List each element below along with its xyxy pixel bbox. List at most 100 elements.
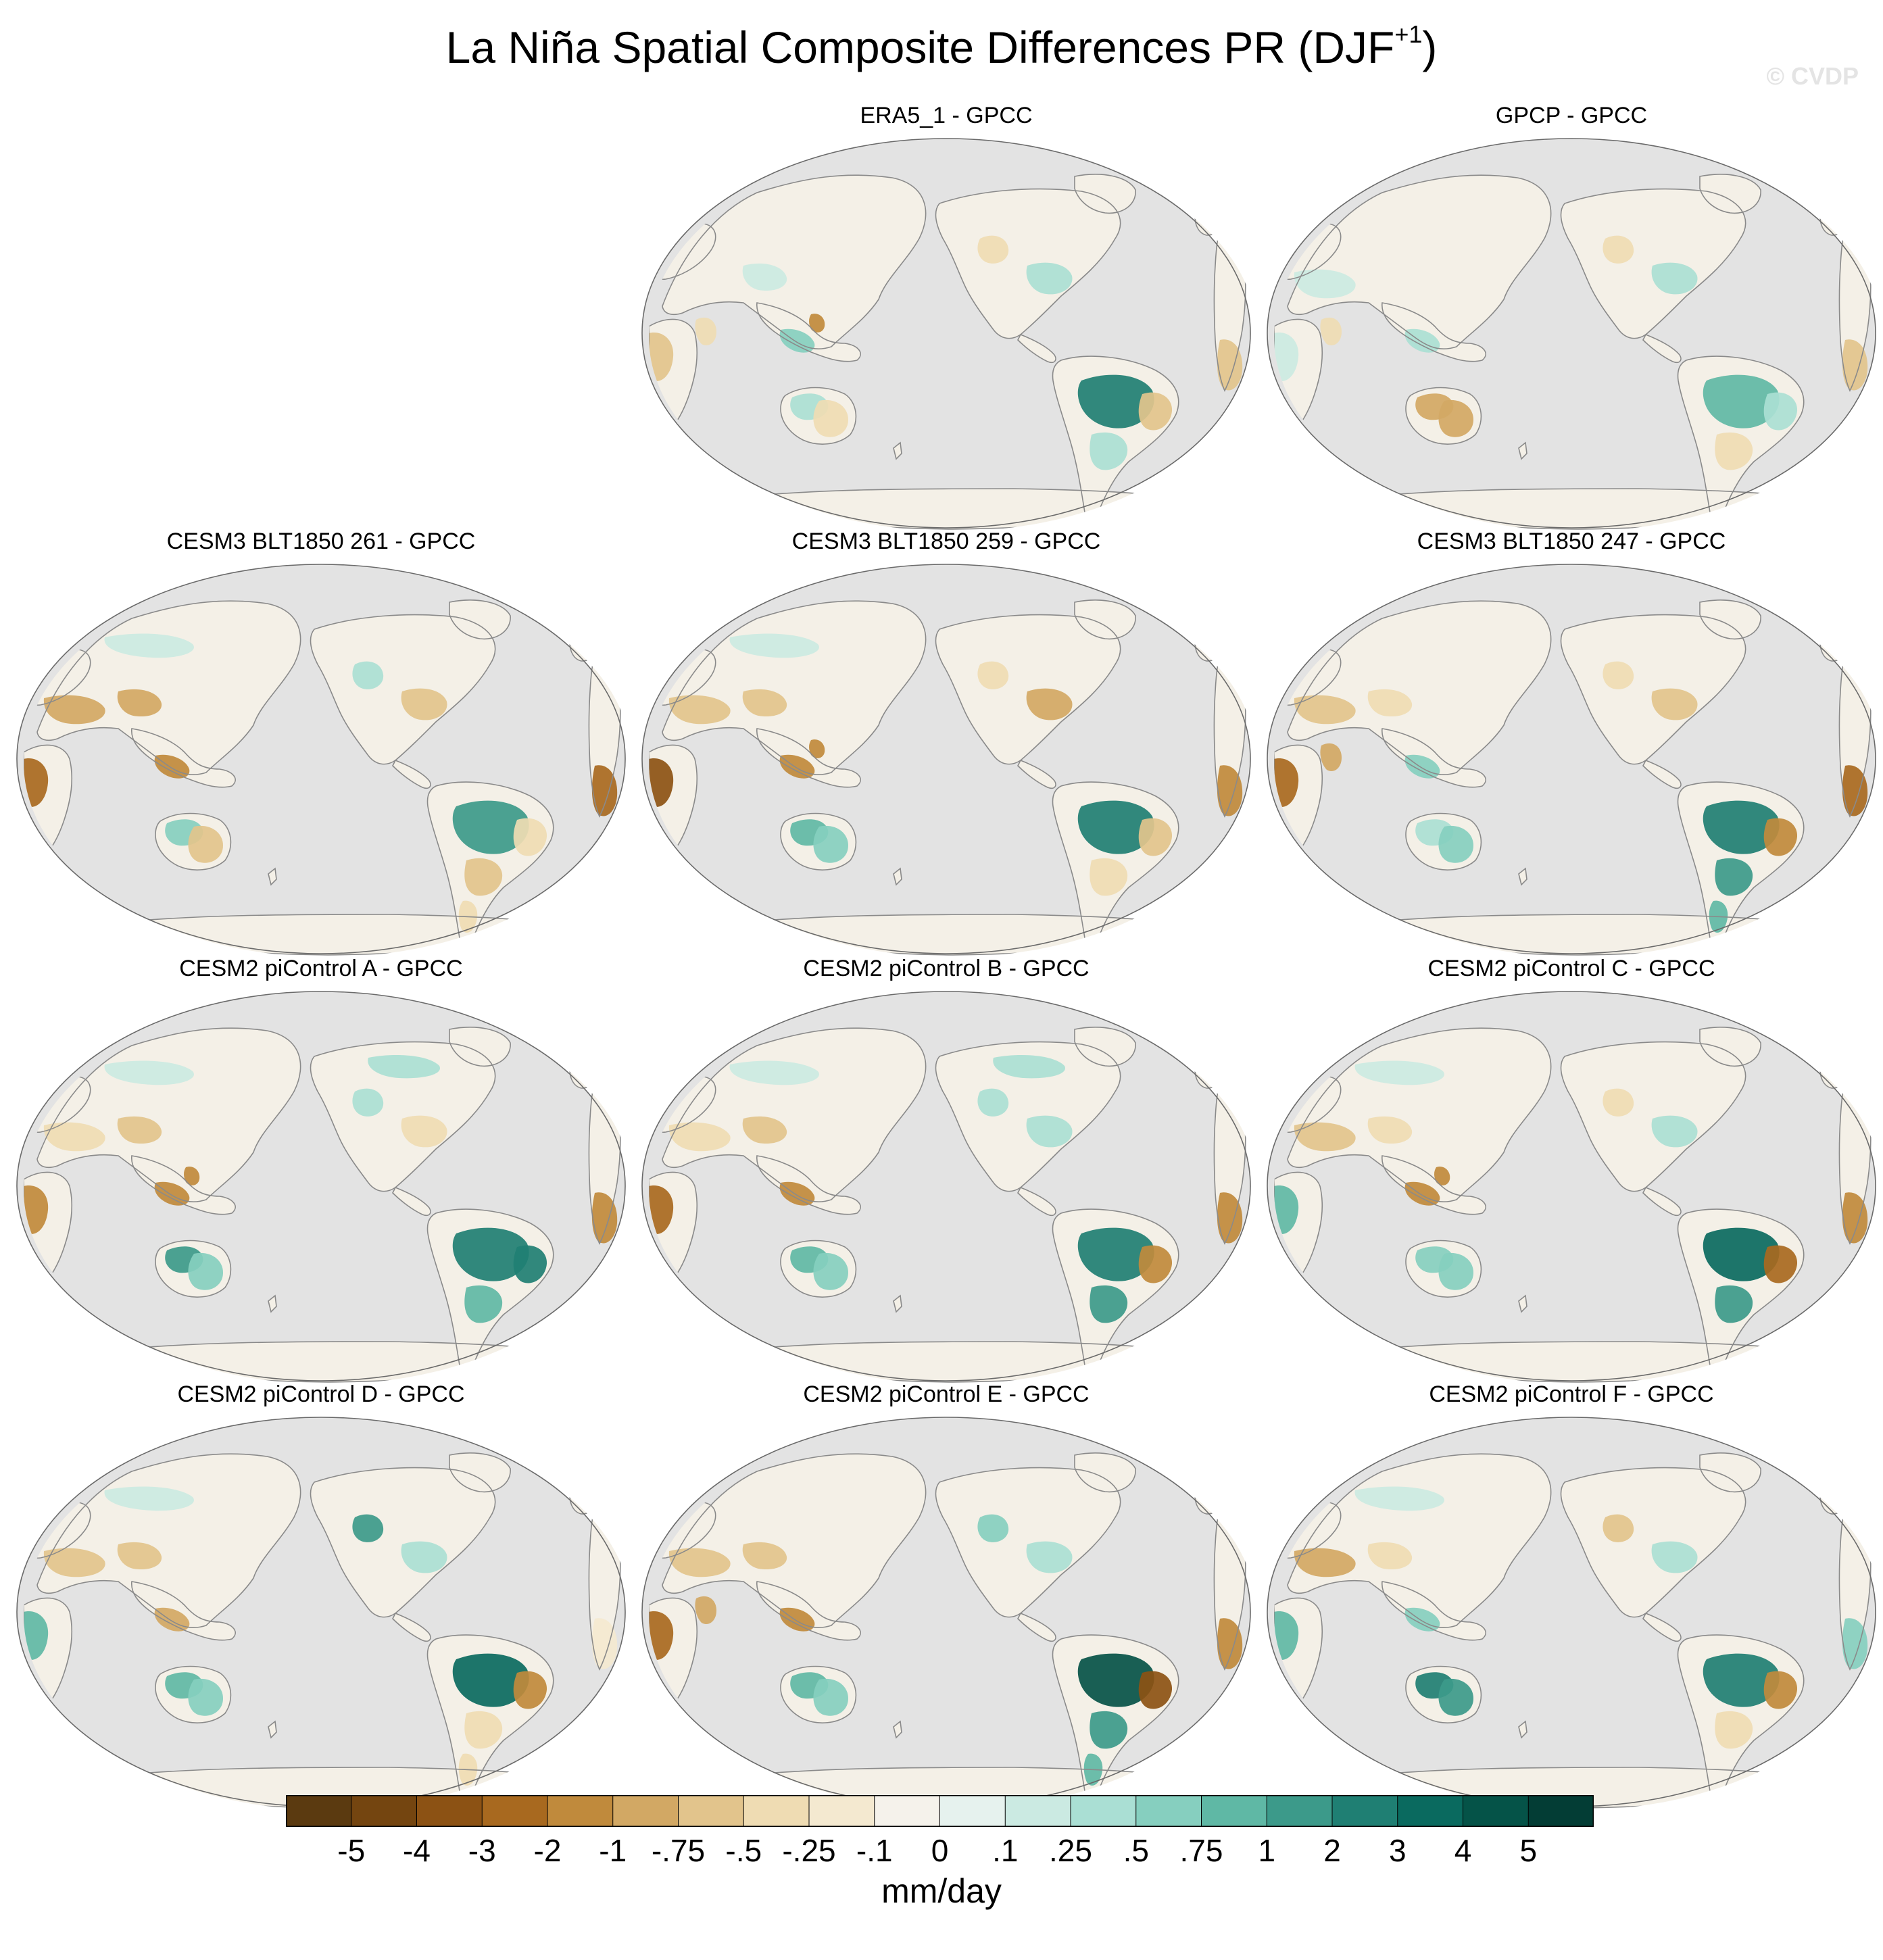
- map-panel: CESM2 piControl B - GPCC: [635, 954, 1257, 1387]
- landmass-madagascar: [660, 420, 668, 436]
- anomaly-region-chinaE: [742, 689, 787, 717]
- colorbar-tick-label: 1: [1258, 1833, 1276, 1868]
- anomaly-region-westAfr: [649, 758, 674, 807]
- anomaly-region-seUS: [401, 1115, 447, 1148]
- anomaly-region-cAsia: [1294, 269, 1356, 299]
- anomaly-region-chinaE: [742, 1542, 787, 1570]
- anomaly-region-sBrazil: [1715, 858, 1753, 896]
- landmass-greenland: [1075, 1027, 1136, 1067]
- landmass-camerica: [1018, 335, 1056, 363]
- landmass-greenland: [449, 1452, 511, 1492]
- anomaly-region-sBrazil: [464, 1711, 503, 1749]
- landmass-namerica: [1561, 1467, 1746, 1617]
- landmass-namerica: [1561, 189, 1746, 339]
- anomaly-region-neBrazil: [1138, 1671, 1173, 1709]
- landmass-asia: [662, 1028, 926, 1202]
- anomaly-region-eAfrica: [1217, 765, 1243, 816]
- colorbar-tick-label: 5: [1519, 1833, 1538, 1868]
- landmass-greenland: [449, 1027, 511, 1067]
- anomaly-region-eAfrica: [591, 765, 618, 816]
- colorbar-swatches: [286, 1795, 1594, 1827]
- landmass-seasia: [756, 729, 861, 787]
- anomaly-region-westAfr: [24, 1185, 49, 1234]
- map-panel: CESM2 piControl D - GPCC: [10, 1380, 632, 1813]
- world-map: [641, 991, 1251, 1383]
- colorbar-swatch: [1397, 1795, 1464, 1827]
- landmass-camerica: [393, 1187, 431, 1216]
- ocean: [642, 564, 1250, 954]
- anomaly-region-seAus: [1438, 825, 1473, 863]
- anomaly-region-chinaE: [742, 263, 787, 291]
- landmass-madagascar: [34, 846, 43, 862]
- landmass-seasia: [1381, 1582, 1486, 1640]
- panel-title: CESM2 piControl A - GPCC: [179, 956, 463, 981]
- anomaly-region-seAus: [813, 1678, 848, 1716]
- map-panel: GPCP - GPCC: [1261, 101, 1882, 534]
- anomaly-region-seUS: [1026, 1115, 1073, 1148]
- anomaly-region-seUS: [1651, 262, 1698, 295]
- colorbar: [286, 1795, 1594, 1827]
- panel-title: CESM2 piControl D - GPCC: [177, 1381, 465, 1407]
- anomaly-region-seUS: [1026, 688, 1073, 720]
- landmass-asia: [662, 175, 926, 349]
- landmass-namerica: [310, 614, 495, 764]
- anomaly-region-amazon: [452, 800, 529, 854]
- precip-anomaly-field: [1274, 1486, 1868, 1749]
- colorbar-tick-labels: -5 -4 -3 -2 -1 -.75 -.5 -.25 -.1 0 .1 .25 .5 .75 1 2 3 4 5: [286, 1832, 1594, 1872]
- landmass-antarctica: [723, 1342, 1210, 1382]
- land: [649, 1027, 1246, 1382]
- landmass-camerica: [1643, 1187, 1681, 1216]
- anomaly-region-neBrazil: [1763, 1671, 1798, 1709]
- landmass-camerica: [1643, 760, 1681, 789]
- anomaly-region-seUS: [1651, 688, 1698, 720]
- ocean: [642, 1417, 1250, 1807]
- anomaly-region-cAsia: [668, 695, 731, 725]
- landmass-antarctica: [1348, 914, 1835, 955]
- landmass-asia: [1288, 1028, 1551, 1202]
- colorbar-tick-label: -.75: [651, 1833, 706, 1868]
- world-map: [16, 1417, 626, 1809]
- anomaly-region-sBrazil: [1090, 1285, 1128, 1323]
- anomaly-region-westAfr: [1274, 1611, 1299, 1660]
- anomaly-region-chinaE: [1367, 1116, 1413, 1144]
- landmass-seasia: [1381, 1156, 1486, 1215]
- map-frame: [641, 138, 1251, 529]
- map-frame: [1267, 991, 1876, 1381]
- anomaly-region-chinaE: [117, 689, 162, 717]
- landmass-antarctica: [98, 1342, 585, 1382]
- landmass-namerica: [310, 1042, 495, 1192]
- landmass-madagascar: [1285, 1699, 1293, 1715]
- anomaly-region-seUS: [401, 1541, 447, 1573]
- ocean: [1267, 991, 1876, 1381]
- anomaly-region-nwUS: [977, 1088, 1009, 1117]
- panel-title: CESM2 piControl E - GPCC: [803, 1381, 1090, 1407]
- colorbar-tick-label: -3: [468, 1833, 496, 1868]
- landmass-antarctica: [723, 489, 1210, 529]
- anomaly-region-nwUS: [977, 661, 1009, 689]
- anomaly-region-amazon: [1077, 1227, 1154, 1281]
- colorbar-swatch: [1528, 1795, 1594, 1827]
- colorbar-swatch: [482, 1795, 548, 1827]
- anomaly-region-sBrazil: [1715, 1285, 1753, 1323]
- anomaly-region-nwUS: [352, 1514, 384, 1542]
- landmass-madagascar: [1285, 846, 1293, 862]
- landmass-greenland: [1075, 174, 1136, 214]
- anomaly-region-nwUS: [352, 661, 384, 689]
- landmass-asia: [1288, 1454, 1551, 1628]
- landmass-camerica: [1018, 760, 1056, 789]
- panel-title: CESM2 piControl C - GPCC: [1427, 956, 1715, 981]
- landmass-seasia: [1381, 729, 1486, 787]
- colorbar-tick-label: .75: [1179, 1833, 1223, 1868]
- landmass-seasia: [756, 1156, 861, 1215]
- landmass-namerica: [935, 1467, 1121, 1617]
- anomaly-region-sBrazil: [1090, 858, 1128, 896]
- landmass-namerica: [935, 189, 1121, 339]
- landmass-camerica: [1018, 1613, 1056, 1642]
- anomaly-region-cAsia: [668, 1548, 731, 1577]
- anomaly-region-neBrazil: [1138, 392, 1173, 431]
- colorbar-swatch: [547, 1795, 614, 1827]
- landmass-namerica: [935, 1042, 1121, 1192]
- anomaly-region-canada: [993, 1055, 1065, 1079]
- anomaly-region-seAus: [813, 825, 848, 863]
- colorbar-swatch: [743, 1795, 810, 1827]
